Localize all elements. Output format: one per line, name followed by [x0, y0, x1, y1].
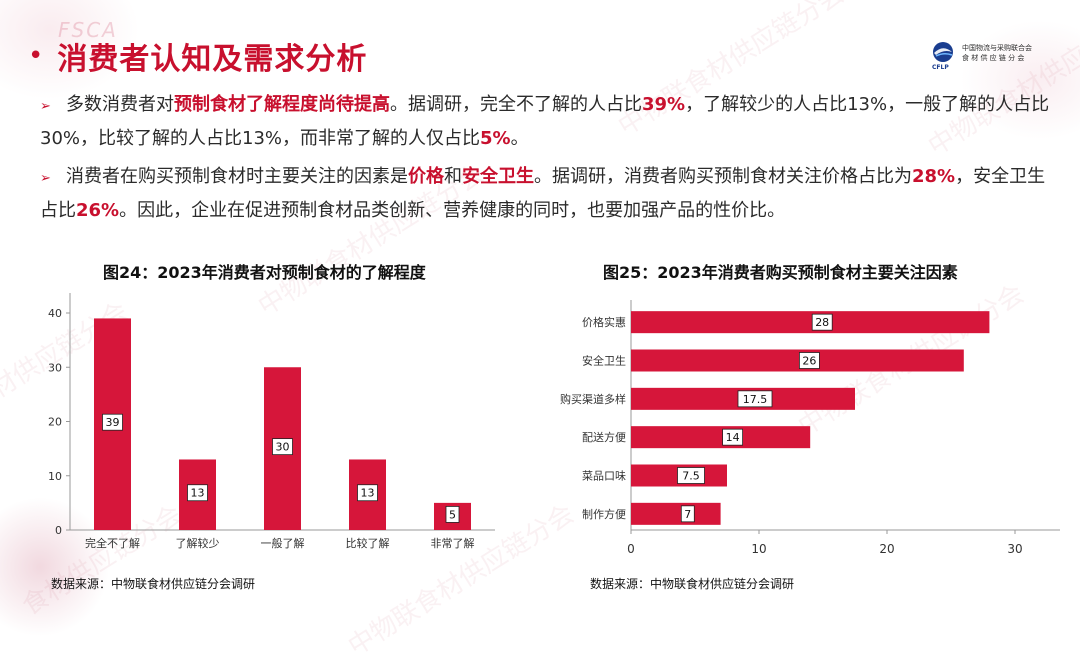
highlight-text: 安全卫生 [462, 166, 534, 187]
x-tick-label: 0 [627, 542, 635, 556]
watermark: 材供应链分会 [0, 296, 134, 405]
bar-value-label-box [357, 484, 378, 502]
paragraph-text: 。据调研，完全不了解的人占比 [390, 94, 642, 115]
hbar-value-label-box [677, 467, 705, 484]
y-tick-label: 菜品口味 [582, 470, 626, 483]
hbar-value-label-box [811, 313, 833, 331]
watermark: 中物联食材供应链分会 [793, 279, 1030, 443]
paragraph-text: 。 [510, 128, 529, 149]
bar-value-label: 39 [106, 416, 120, 429]
hbar-3 [631, 426, 811, 449]
paragraph-text: 消费者在购买预制食材时主要关注的因素是 [66, 166, 408, 187]
highlight-text: 5% [480, 128, 511, 149]
bar-value-label-box [445, 506, 460, 523]
page-title: 消费者认知及需求分析 [57, 42, 368, 77]
hbar-value-label-box [799, 352, 820, 369]
y-tick-label: 10 [48, 470, 62, 483]
y-tick-label: 20 [48, 416, 62, 429]
watermark: 中物联食材供应链分会 [343, 499, 580, 663]
highlight-text: 预制食材了解程度尚待提高 [174, 94, 390, 115]
bullet-arrow-icon: ➢ [40, 171, 51, 186]
globe-logo-icon: CFLP [930, 40, 956, 71]
chart-title-factors: 图25：2023年消费者购买预制食材主要关注因素 [603, 263, 958, 282]
decor-glow [960, 20, 1080, 140]
hbar-1 [631, 349, 964, 372]
hbar-4 [631, 464, 727, 487]
bar-2 [264, 367, 301, 530]
bar-value-label: 5 [449, 508, 456, 521]
paragraph-factors: ➢ 消费者在购买预制食材时主要关注的因素是价格和安全卫生。据调研，消费者购买预制食… [40, 161, 1060, 227]
hbar-value-label-box [737, 390, 773, 408]
bar-value-label-box [102, 413, 123, 431]
hbar-value-label-box [680, 505, 695, 523]
hbar-0 [631, 311, 990, 334]
y-tick-label: 40 [48, 307, 62, 320]
x-tick-label: 20 [879, 542, 894, 556]
highlight-text: 28% [912, 166, 956, 187]
source-note-left: 数据来源：中物联食材供应链分会调研 [51, 577, 256, 591]
highlight-text: 价格 [408, 166, 444, 187]
decor-glow [0, 0, 140, 100]
paragraph-text: 。据调研，消费者购买预制食材关注价格占比为 [534, 166, 912, 187]
paragraph-text: 。因此，企业在促进预制食材品类创新、营养健康的同时，也要加强产品的性价比。 [119, 200, 786, 221]
highlight-text: 39% [642, 94, 686, 115]
bar-1 [179, 459, 216, 530]
x-tick-label: 一般了解 [261, 536, 305, 550]
hbar-value-label: 17.5 [743, 393, 768, 406]
highlight-text: 26% [76, 200, 120, 221]
y-tick-label: 配送方便 [582, 430, 626, 444]
paragraph-text: 多数消费者对 [66, 94, 174, 115]
y-tick-label: 30 [48, 361, 62, 374]
hbar-value-label: 14 [726, 431, 740, 444]
y-tick-label: 价格实惠 [582, 315, 626, 329]
logo-abbr: CFLP [932, 64, 949, 71]
decor-glow [0, 497, 110, 637]
bar-value-label: 13 [361, 487, 375, 500]
source-note-right: 数据来源：中物联食材供应链分会调研 [590, 577, 795, 591]
title-bullet-icon: • [28, 41, 44, 71]
bar-value-label: 13 [191, 487, 205, 500]
y-tick-label: 制作方便 [582, 507, 626, 521]
bullet-arrow-icon: ➢ [40, 99, 51, 114]
paragraph-text: ，了解较少的人占比13%，一般了解的人占比30%，比较了解的人占比13%，而非常… [40, 94, 1050, 149]
y-tick-label: 安全卫生 [582, 354, 626, 368]
x-tick-label: 比较了解 [346, 536, 390, 550]
paragraph-text: ，安全卫生占比 [40, 166, 1046, 221]
x-tick-label: 30 [1007, 542, 1022, 556]
paragraph-text: 和 [444, 166, 462, 187]
org-logo: CFLP 中国物流与采购联合会 食 材 供 应 链 分 会 [930, 36, 1060, 71]
x-tick-label: 10 [751, 542, 766, 556]
logo-line-1: 中国物流与采购联合会 [962, 44, 1032, 52]
hbar-value-label: 7.5 [682, 470, 700, 483]
logo-text: 中国物流与采购联合会 食 材 供 应 链 分 会 [962, 43, 1032, 63]
bar-value-label: 30 [276, 441, 290, 454]
y-tick-label: 购买渠道多样 [560, 392, 626, 406]
logo-line-2: 食 材 供 应 链 分 会 [962, 54, 1025, 62]
hbar-value-label: 26 [802, 355, 816, 368]
page-header: • 消费者认知及需求分析 [28, 34, 367, 78]
hbar-2 [631, 387, 855, 410]
hbar-value-label-box [722, 428, 743, 446]
bar-4 [434, 502, 471, 530]
watermark-logo-text: FSCA [58, 18, 118, 42]
x-tick-label: 非常了解 [431, 536, 475, 550]
hbar-value-label: 7 [684, 508, 691, 521]
bar-3 [349, 459, 386, 530]
x-tick-label: 了解较少 [176, 536, 220, 550]
hbar-value-label: 28 [815, 316, 829, 329]
paragraph-awareness: ➢ 多数消费者对预制食材了解程度尚待提高。据调研，完全不了解的人占比39%，了解较… [40, 89, 1060, 155]
hbar-5 [631, 502, 721, 525]
chart-title-awareness: 图24：2023年消费者对预制食材的了解程度 [103, 263, 426, 282]
bar-value-label-box [187, 484, 208, 502]
bar-value-label-box [272, 438, 293, 456]
